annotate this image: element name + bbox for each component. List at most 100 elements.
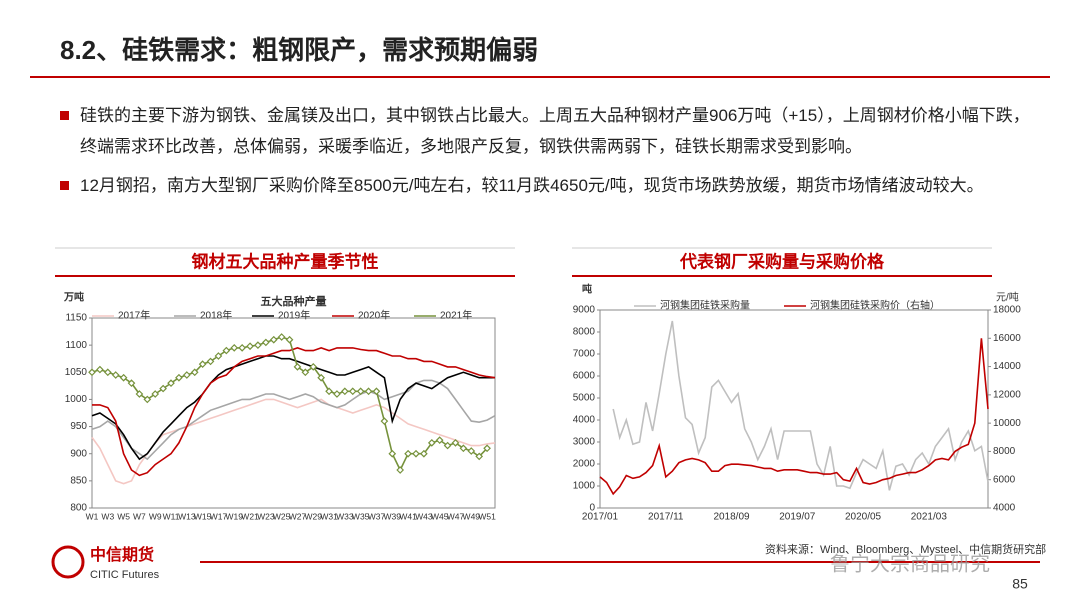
x-tick-label: W19 (225, 511, 243, 521)
legend-label: 河钢集团硅铁采购价（右轴） (810, 299, 940, 312)
data-point (388, 449, 397, 458)
data-point (293, 363, 302, 371)
data-point (182, 371, 191, 379)
logo-icon (51, 545, 85, 579)
data-point (135, 390, 144, 398)
x-tick-label: W11 (163, 511, 180, 521)
data-point (167, 379, 175, 387)
data-point (317, 373, 326, 382)
x-tick-label: W37 (368, 511, 386, 521)
data-point (420, 449, 428, 458)
watermark: 鲁宁大宗商品研究 (830, 552, 990, 575)
data-point (475, 452, 484, 461)
y-tick-label: 900 (70, 448, 87, 459)
data-point (127, 379, 136, 387)
x-tick-label: W35 (352, 511, 370, 521)
data-point (254, 341, 262, 349)
x-tick-label: W13 (178, 511, 196, 521)
logo-cn: 中信期货 (90, 545, 154, 564)
x-tick-label: 2019/07 (779, 512, 816, 523)
slide-title: 8.2、硅铁需求：粗钢限产，需求预期偏弱 (60, 35, 539, 65)
y-tick-label: 3000 (573, 437, 596, 448)
x-tick-label: W3 (101, 511, 114, 521)
x-tick-label: W47 (447, 511, 465, 521)
data-point (190, 368, 199, 377)
y2-tick-label: 10000 (993, 418, 1021, 429)
y2-tick-label: 14000 (993, 361, 1021, 372)
x-tick-label: W23 (257, 511, 275, 521)
data-point (269, 335, 278, 344)
data-point (198, 360, 207, 368)
y-axis-label: 万吨 (63, 291, 84, 304)
x-tick-label: W49 (463, 511, 481, 521)
x-tick-label: W51 (478, 511, 496, 521)
legend-label: 2017年 (118, 309, 150, 322)
x-tick-label: W9 (149, 511, 162, 521)
data-point (404, 449, 412, 458)
y2-tick-label: 4000 (993, 503, 1016, 514)
data-point (277, 333, 286, 341)
y-tick-label: 1100 (65, 340, 87, 351)
data-point (427, 439, 436, 447)
data-point (483, 444, 491, 453)
series-line (92, 347, 496, 477)
y-tick-label: 2000 (573, 459, 596, 470)
y-tick-label: 7000 (573, 349, 596, 360)
series-line (599, 338, 989, 496)
y2-tick-label: 16000 (993, 333, 1021, 344)
data-point (261, 338, 270, 347)
x-tick-label: W7 (133, 511, 146, 521)
y2-tick-label: 12000 (993, 389, 1021, 400)
series-line (612, 320, 989, 491)
plot-frame (599, 309, 989, 509)
source: 资料来源：Wind、Bloomberg、Mysteel、中信期货研究部 (765, 542, 1046, 556)
y-tick-label: 8000 (573, 327, 596, 338)
y-tick-label: 6000 (573, 371, 596, 382)
data-point (222, 346, 231, 355)
y-tick-label: 1000 (573, 481, 596, 492)
x-tick-label: 2017/11 (648, 512, 684, 523)
y-tick-label: 1150 (65, 313, 87, 324)
series-line (91, 336, 488, 472)
x-tick-label: W29 (305, 511, 323, 521)
x-tick-label: W15 (194, 511, 212, 521)
x-tick-label: W21 (241, 511, 259, 521)
chart-subtitle: 五大品种产量 (261, 294, 327, 308)
x-tick-label: W27 (289, 511, 307, 521)
y-tick-label: 0 (589, 503, 595, 514)
data-point (364, 387, 373, 396)
data-point (356, 387, 365, 396)
y2-tick-label: 18000 (993, 305, 1021, 316)
data-point (159, 384, 167, 393)
data-point (214, 352, 223, 360)
data-point (246, 342, 254, 351)
legend-label: 2021年 (440, 309, 472, 322)
page-number: 85 (1012, 576, 1028, 592)
x-tick-label: W39 (384, 511, 402, 521)
x-tick-label: W5 (117, 511, 130, 521)
y-tick-label: 1050 (65, 367, 88, 378)
data-point (380, 417, 389, 425)
data-point (309, 363, 318, 371)
data-point (301, 368, 310, 377)
data-point (333, 390, 341, 398)
data-point (467, 447, 476, 455)
y2-tick-label: 8000 (993, 446, 1016, 457)
legend-label: 2018年 (200, 309, 232, 322)
bullets: 硅铁的主要下游为钢铁、金属镁及出口，其中钢铁占比最大。上周五大品种钢材产量906… (58, 100, 1038, 209)
series-line (91, 355, 495, 461)
y2-axis-label: 元/吨 (996, 291, 1019, 304)
y-tick-label: 950 (70, 421, 87, 432)
y-tick-label: 800 (70, 503, 87, 514)
legend-label: 河钢集团硅铁采购量 (660, 299, 750, 312)
y2-tick-label: 6000 (993, 474, 1016, 485)
data-point (396, 466, 405, 474)
data-point (435, 436, 444, 444)
y-axis-label: 吨 (582, 283, 592, 296)
x-tick-label: W41 (399, 511, 417, 521)
data-point (96, 365, 104, 374)
x-tick-label: 2021/03 (911, 512, 948, 523)
x-tick-label: 2020/05 (845, 512, 882, 523)
